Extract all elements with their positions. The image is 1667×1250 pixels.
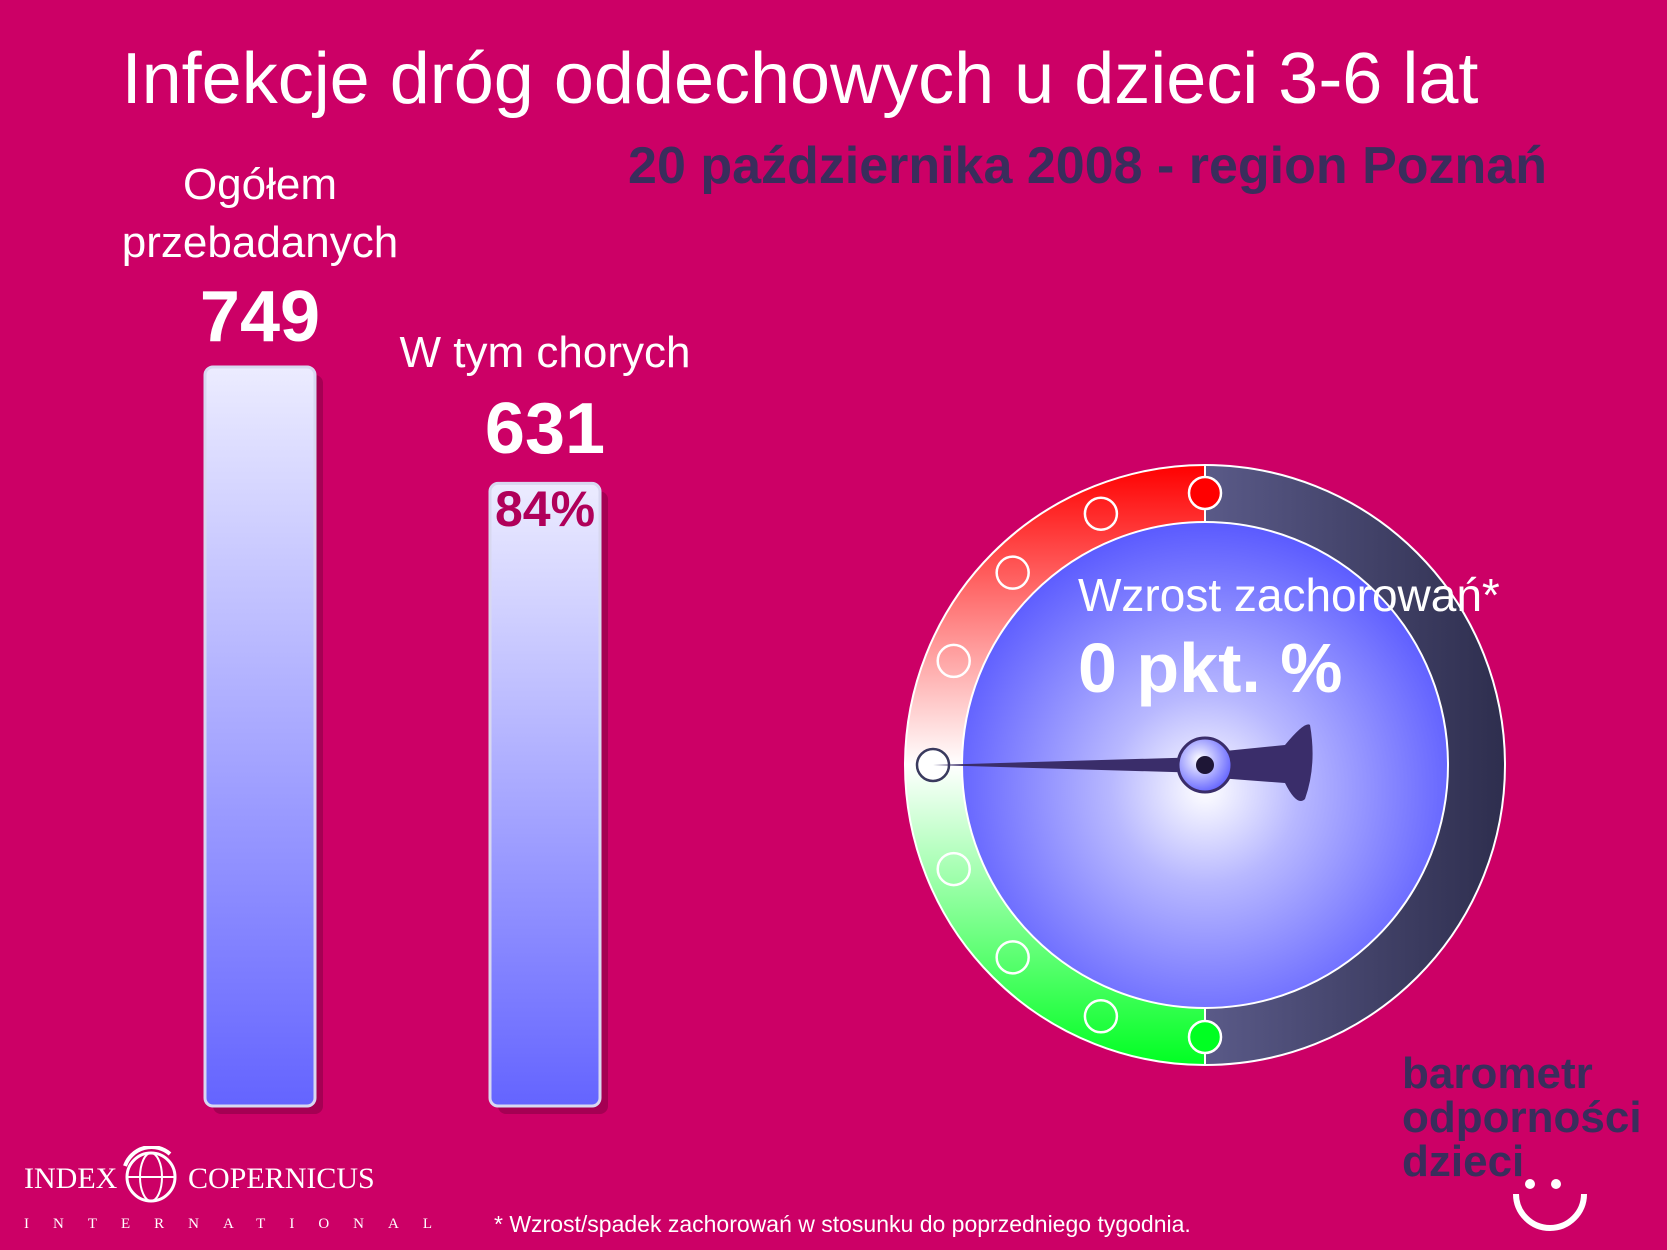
gauge-tick <box>936 851 971 887</box>
gauge-hub-center <box>1196 756 1214 774</box>
gauge-title: Wzrost zachorowań* <box>1078 569 1500 621</box>
bar-label-total-line2: przebadanych <box>121 218 399 267</box>
smiley-icon <box>1513 1179 1587 1231</box>
page-title: Infekcje dróg oddechowych u dzieci 3-6 l… <box>121 39 1479 119</box>
page-subtitle: 20 października 2008 - region Poznań <box>628 137 1547 195</box>
gauge-needle <box>933 757 1205 773</box>
bar-1 <box>488 481 602 1108</box>
globe-icon <box>123 1146 177 1203</box>
footnote: * Wzrost/spadek zachorowań w stosunku do… <box>494 1211 1191 1237</box>
bar-percent-label: 84% <box>494 481 596 537</box>
logo-left-text: INDEX <box>24 1162 118 1195</box>
gauge-tick <box>1187 475 1223 511</box>
gauge-tick <box>1083 999 1119 1034</box>
gauge-needle-tail <box>1205 724 1313 801</box>
bar-label-sick: W tym chorych <box>399 328 691 377</box>
gauge-tick <box>1083 496 1119 531</box>
bar-0 <box>203 365 317 1108</box>
gauge <box>904 464 1506 1066</box>
brand-line-2: odporności <box>1402 1093 1642 1142</box>
bar-label-total: Ogółem przebadanych <box>90 156 430 272</box>
bar-label-total-line1: Ogółem <box>182 160 338 209</box>
gauge-tick <box>1187 1019 1223 1055</box>
bar-value-sick: 631 <box>484 389 606 469</box>
logo-right-text: COPERNICUS <box>188 1162 375 1195</box>
gauge-value: 0 pkt. % <box>1078 629 1343 707</box>
gauge-tick <box>936 643 971 679</box>
gauge-tick <box>995 940 1030 975</box>
gauge-tick <box>995 555 1030 590</box>
bar-value-total: 749 <box>199 277 321 357</box>
brand-line-3: dzieci <box>1402 1137 1525 1186</box>
brand-line-1: barometr <box>1402 1049 1593 1098</box>
logo-subtext: INTERNATIONAL <box>24 1216 456 1232</box>
brand-logo: barometr odporności dzieci <box>1402 1052 1642 1184</box>
